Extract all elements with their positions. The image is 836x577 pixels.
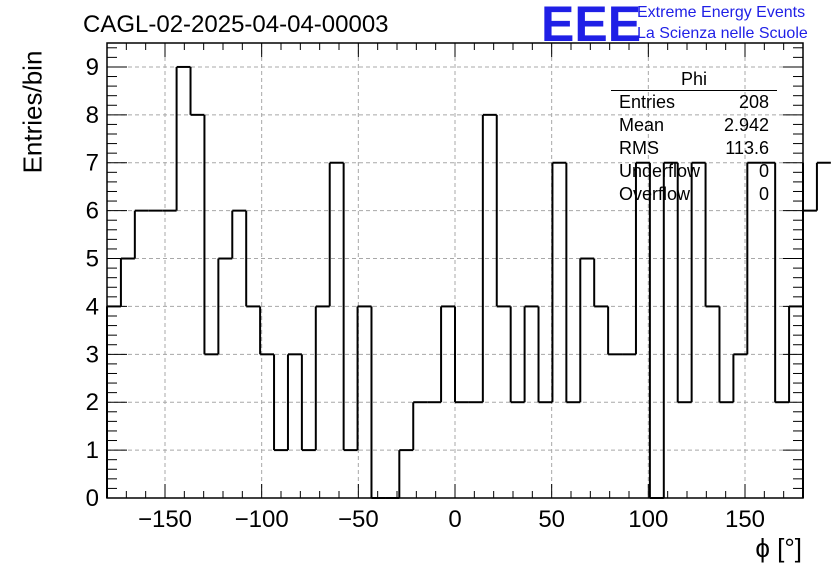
stats-label: Underflow	[619, 161, 701, 181]
y-tick-label: 6	[86, 198, 99, 225]
x-tick-label: −50	[338, 506, 379, 533]
stats-label: Mean	[619, 115, 665, 135]
y-tick-label: 1	[86, 437, 99, 464]
stats-box-title: Phi	[611, 70, 777, 91]
y-axis-label: Entries/bin	[17, 50, 48, 174]
x-tick-label: −150	[138, 506, 192, 533]
x-tick-label: 50	[538, 506, 565, 533]
stats-value: 208	[738, 92, 769, 112]
y-tick-label: 7	[86, 150, 99, 177]
y-tick-label: 8	[86, 102, 99, 129]
chart-title: CAGL-02-2025-04-04-00003	[83, 11, 389, 38]
x-tick-label: 150	[725, 506, 765, 533]
stats-value: 113.6	[725, 138, 769, 158]
y-tick-label: 0	[86, 485, 99, 512]
stats-label: Entries	[619, 92, 676, 112]
x-axis-label: ϕ [°]	[755, 533, 802, 563]
histogram-series	[106, 65, 831, 499]
eee-logo: EEE	[541, 0, 642, 52]
logo-caption-line2: La Scienza nelle Scuole	[637, 25, 808, 42]
axis-ticks	[106, 43, 804, 499]
stats-row-mean: Mean 2.942	[611, 114, 777, 137]
stats-label: RMS	[619, 138, 659, 158]
stats-row-overflow: Overflow 0	[611, 183, 777, 206]
x-tick-label: −100	[235, 506, 289, 533]
stats-row-underflow: Underflow 0	[611, 160, 777, 183]
logo-caption-line1: Extreme Energy Events	[637, 4, 806, 21]
x-tick-label: 0	[448, 506, 461, 533]
y-tick-label: 2	[86, 389, 99, 416]
stats-box: Phi Entries 208 Mean 2.942 RMS 113.6 Und…	[611, 70, 777, 206]
tick-labels: −150 −100 −50 0 50 100 150 0 1 2 3 4 5 6 7 8 9	[86, 54, 765, 533]
x-tick-label: 100	[628, 506, 668, 533]
stats-value: 0	[758, 184, 769, 204]
y-tick-label: 4	[86, 293, 99, 320]
y-tick-label: 5	[86, 246, 99, 273]
y-tick-label: 3	[86, 341, 99, 368]
stats-value: 2.942	[723, 115, 769, 135]
stats-label: Overflow	[619, 184, 691, 204]
stats-value: 0	[758, 161, 769, 181]
y-tick-label: 9	[86, 54, 99, 81]
stats-row-entries: Entries 208	[611, 91, 777, 114]
stats-row-rms: RMS 113.6	[611, 137, 777, 160]
